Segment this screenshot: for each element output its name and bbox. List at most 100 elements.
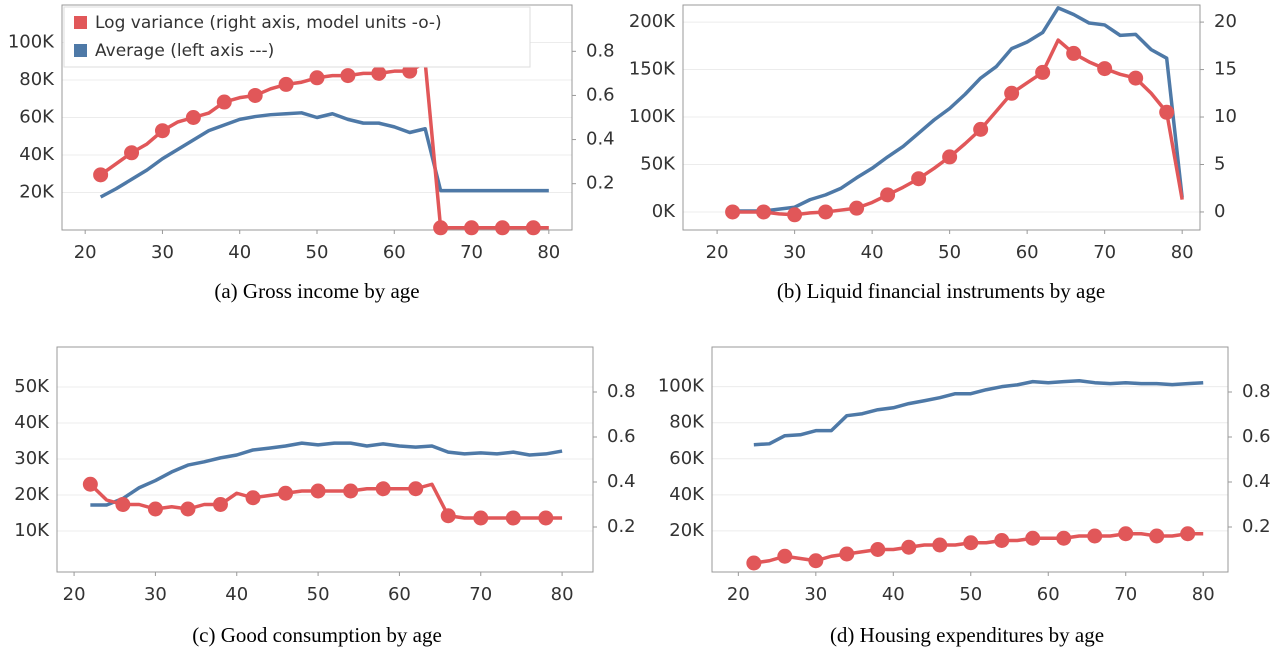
y2-tick-label: 15 <box>1214 59 1237 80</box>
x-tick-label: 30 <box>804 584 827 605</box>
series-marker <box>212 497 228 512</box>
series-line <box>753 378 1204 447</box>
legend-box <box>63 6 531 68</box>
caption: (d) Housing expenditures by age <box>830 623 1104 647</box>
series-marker <box>371 65 387 81</box>
series-marker <box>880 187 896 203</box>
y2-tick-label: 10 <box>1214 106 1237 127</box>
x-tick-label: 70 <box>1093 242 1116 263</box>
series-marker <box>494 220 510 236</box>
series-marker <box>375 481 391 497</box>
y-tick-label: 150K <box>629 59 676 80</box>
panel: 20K 40K 60K 80K 100K 0.2 0.4 0.6 0.8 20 30 40 50 60 70… <box>8 4 615 303</box>
legend: Log variance (right axis, model units -o… <box>63 6 531 68</box>
x-tick-label: 50 <box>938 242 961 263</box>
x-tick-label: 70 <box>1114 584 1137 605</box>
series-marker <box>538 510 554 526</box>
y-tick-label: 100K <box>629 106 676 127</box>
y2-tick-label: 0.6 <box>1242 426 1271 447</box>
series-marker <box>124 145 140 161</box>
legend-swatch <box>74 44 87 57</box>
series-line <box>99 111 549 199</box>
x-tick-label: 20 <box>727 584 750 605</box>
y-tick-label: 80K <box>669 412 705 433</box>
y-tick-label: 50K <box>640 153 676 174</box>
caption: (c) Good consumption by age <box>192 623 442 647</box>
series-marker <box>1180 526 1196 542</box>
x-tick-label: 80 <box>537 242 560 263</box>
series-marker <box>473 510 489 526</box>
series-marker <box>464 220 480 236</box>
series-marker <box>180 501 196 517</box>
x-tick-label: 30 <box>151 242 174 263</box>
plot-frame <box>61 4 573 231</box>
plot-frame <box>711 346 1229 573</box>
series-line <box>99 60 549 230</box>
series-marker <box>216 94 232 110</box>
y2-tick-label: 0.4 <box>1242 471 1271 492</box>
series-marker <box>1097 61 1113 77</box>
y-tick-label: 200K <box>629 11 676 32</box>
caption: (a) Gross income by age <box>214 279 419 303</box>
plot-frame <box>682 4 1201 231</box>
series-marker <box>505 510 521 526</box>
legend-label: Average (left axis ---) <box>95 41 274 61</box>
y-tick-label: 20K <box>19 182 55 203</box>
series-marker <box>408 481 424 497</box>
series-marker <box>725 204 741 220</box>
panel: 10K 20K 30K 40K 50K 0.2 0.4 0.6 0.8 20 30 40 50 60 70 8… <box>14 346 636 647</box>
y2-tick-label: 20 <box>1214 11 1237 32</box>
y2-tick-label: 0.4 <box>607 471 636 492</box>
series-marker <box>93 167 109 183</box>
x-tick-label: 40 <box>861 242 884 263</box>
x-tick-label: 60 <box>1016 242 1039 263</box>
x-tick-label: 20 <box>706 242 729 263</box>
x-tick-label: 30 <box>783 242 806 263</box>
x-tick-label: 80 <box>1171 242 1194 263</box>
series-marker <box>343 483 359 499</box>
series-marker <box>973 121 989 137</box>
series-marker <box>185 110 201 125</box>
series-marker <box>340 68 356 84</box>
series-marker <box>746 555 762 571</box>
y-tick-label: 40K <box>14 412 50 433</box>
series-marker <box>310 483 326 499</box>
series-marker <box>1087 528 1103 544</box>
x-tick-label: 70 <box>460 242 483 263</box>
x-tick-label: 50 <box>306 242 329 263</box>
y-tick-label: 30K <box>14 448 50 469</box>
y-tick-label: 40K <box>19 144 55 165</box>
series-marker <box>154 123 170 139</box>
x-tick-label: 50 <box>307 584 330 605</box>
series-marker <box>911 171 927 187</box>
y2-tick-label: 0.8 <box>1242 381 1271 402</box>
series-marker <box>756 204 772 220</box>
series-marker <box>994 533 1010 548</box>
y2-tick-label: 0.8 <box>607 381 636 402</box>
y-tick-label: 100K <box>8 32 55 53</box>
x-tick-label: 60 <box>383 242 406 263</box>
y-tick-label: 50K <box>14 376 50 397</box>
panel: 20K 40K 60K 80K 100K 0.2 0.4 0.6 0.8 20 30 40 50 60 70… <box>658 346 1271 647</box>
series-line <box>732 38 1184 217</box>
y-tick-label: 0K <box>652 201 676 222</box>
x-tick-label: 50 <box>959 584 982 605</box>
x-tick-label: 40 <box>228 242 251 263</box>
y2-tick-label: 0.4 <box>586 129 615 150</box>
series-marker <box>278 76 294 92</box>
series-marker <box>777 548 793 564</box>
y2-tick-label: 0.2 <box>607 516 636 537</box>
y2-tick-label: 0.2 <box>586 173 615 194</box>
series-marker <box>440 508 456 524</box>
series-marker <box>1118 526 1134 542</box>
x-tick-label: 20 <box>63 584 86 605</box>
series-marker <box>433 220 449 236</box>
y2-tick-label: 0 <box>1214 201 1225 222</box>
series-marker <box>1159 104 1175 120</box>
series-marker <box>245 490 261 506</box>
y-tick-label: 40K <box>669 484 705 505</box>
series-marker <box>247 87 263 103</box>
panel: 0K 50K 100K 150K 200K 0 5 10 15 20 20 30 40 50 60 70 80 (… <box>629 4 1237 303</box>
series-line <box>732 6 1184 213</box>
